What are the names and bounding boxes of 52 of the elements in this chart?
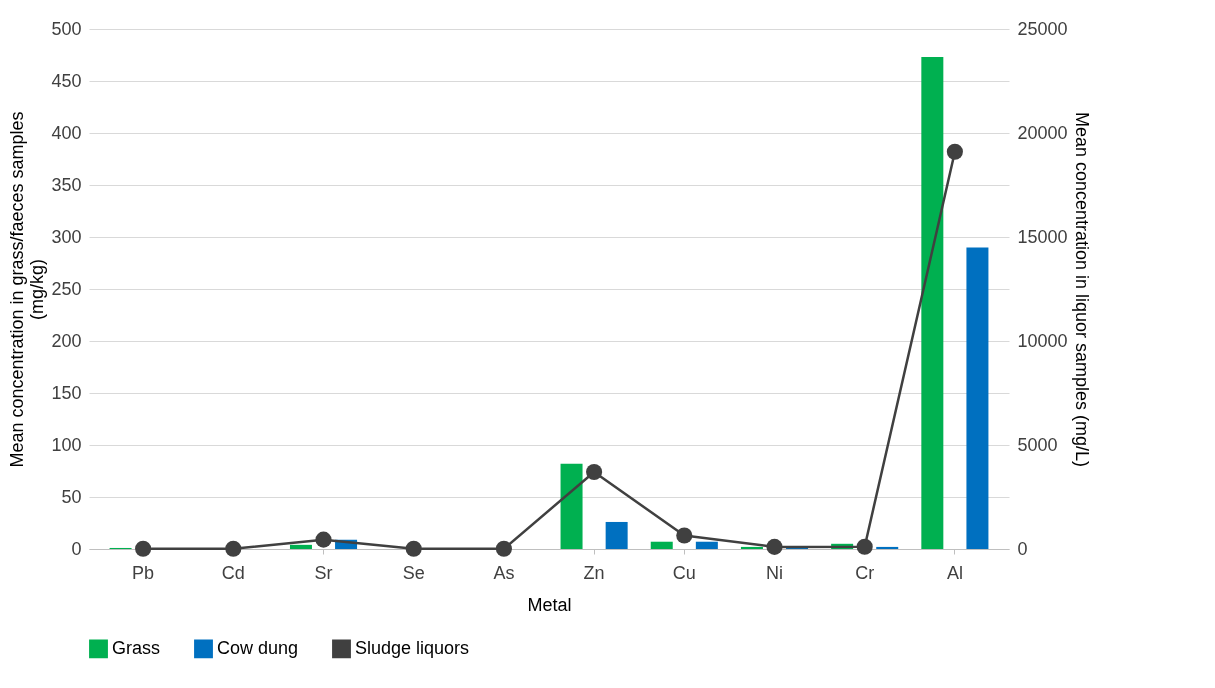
point [856,538,873,555]
point [676,527,693,544]
y2-tick-label: 20000 [1017,122,1068,143]
x-tick-label: Cr [855,562,875,583]
point [946,143,963,160]
y2-axis-title: Mean concentration in liquor samples (mg/L) [1071,111,1092,468]
y-tick-label: 250 [51,278,82,299]
y-tick-label: 400 [51,122,82,143]
point [586,463,603,481]
y2-tick-label: 10000 [1017,330,1068,351]
legend-label: Sludge liquors [355,637,470,658]
y2-tick-label: 15000 [1017,226,1068,247]
y-tick-label: 300 [51,226,82,247]
point [225,540,242,557]
bar [966,247,989,549]
legend-label: Cow dung [217,637,299,658]
x-tick-label: Pb [132,562,155,583]
point [135,540,152,557]
x-tick-label: Se [402,562,425,583]
x-tick-label: Sr [314,562,333,583]
legend-label: Grass [112,637,161,658]
y-tick-label: 100 [51,434,82,455]
bar [921,57,944,549]
x-tick-label: Cu [672,562,696,583]
x-tick-label: As [493,562,515,583]
bar [650,541,673,549]
y-tick-label: 50 [61,486,82,507]
x-tick-label: Cd [221,562,245,583]
bar [740,546,763,549]
bar [289,544,312,549]
bar [560,463,583,549]
bar [695,541,718,549]
y-tick-label: 500 [51,18,82,39]
point [766,538,783,555]
x-tick-label: Ni [765,562,783,583]
bar [876,546,899,549]
point [405,540,422,557]
y2-tick-label: 5000 [1017,434,1058,455]
y-tick-label: 0 [71,538,82,559]
x-axis-title: Metal [527,594,572,615]
y-tick-label: 200 [51,330,82,351]
point [495,540,512,557]
y2-tick-label: 0 [1017,538,1028,559]
y-tick-label: 450 [51,70,82,91]
y-tick-label: 350 [51,174,82,195]
bar [605,521,628,549]
y2-tick-label: 25000 [1017,18,1068,39]
x-tick-label: Al [946,562,963,583]
point [315,531,332,548]
x-tick-label: Zn [583,562,605,583]
y-tick-label: 150 [51,382,82,403]
y-axis-title: Mean concentration in grass/faeces samples (mg/kg) [7,111,48,468]
